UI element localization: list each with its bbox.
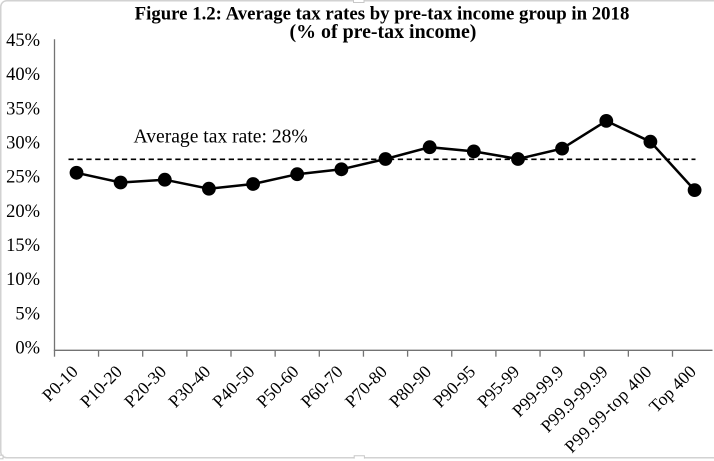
svg-text:10%: 10%: [6, 270, 40, 290]
svg-text:Average tax rate: 28%: Average tax rate: 28%: [134, 126, 308, 147]
svg-text:15%: 15%: [6, 236, 40, 256]
svg-text:20%: 20%: [6, 202, 40, 222]
svg-text:Figure 1.2: Average tax rates: Figure 1.2: Average tax rates by pre-tax…: [135, 4, 630, 25]
svg-text:30%: 30%: [6, 134, 40, 154]
svg-text:(% of pre-tax income): (% of pre-tax income): [290, 21, 477, 43]
svg-text:40%: 40%: [6, 65, 40, 85]
svg-text:25%: 25%: [6, 168, 40, 188]
svg-text:0%: 0%: [15, 339, 40, 359]
svg-text:5%: 5%: [15, 304, 40, 324]
svg-text:35%: 35%: [6, 99, 40, 119]
svg-text:45%: 45%: [6, 31, 40, 51]
